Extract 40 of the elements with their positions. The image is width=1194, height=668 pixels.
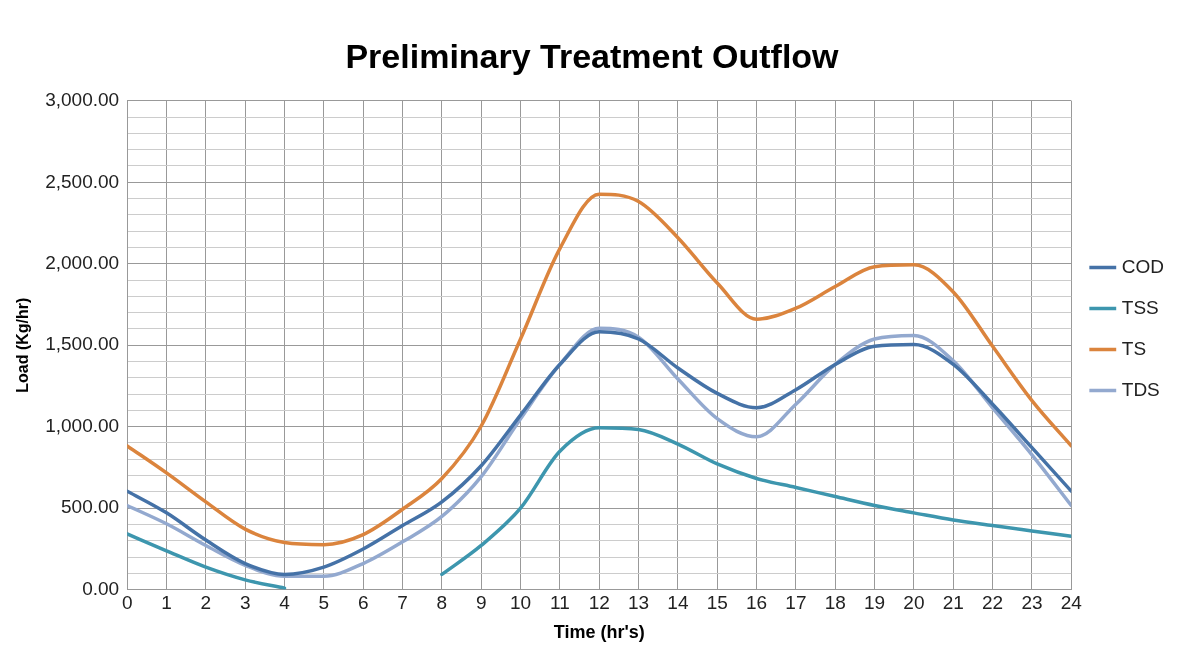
x-tick-label: 19 — [864, 592, 886, 614]
x-tick-label: 7 — [397, 592, 408, 614]
x-tick-label: 16 — [746, 592, 768, 614]
y-tick-label: 500.00 — [61, 496, 120, 518]
x-tick-label: 21 — [942, 592, 964, 614]
x-tick-label: 20 — [903, 592, 925, 614]
y-tick-label: 1,000.00 — [45, 414, 120, 436]
x-tick-label: 24 — [1060, 592, 1083, 614]
x-tick-label: 23 — [1021, 592, 1043, 614]
legend-label: COD — [1121, 255, 1165, 277]
x-tick-label: 13 — [627, 592, 650, 614]
x-tick-label: 5 — [318, 592, 330, 614]
x-tick-label: 11 — [550, 592, 570, 614]
legend-label: TSS — [1121, 296, 1159, 318]
x-tick-label: 14 — [667, 592, 689, 614]
y-tick-label: 0.00 — [82, 577, 120, 599]
y-axis-title: Load (Kg/hr) — [14, 297, 32, 393]
y-tick-label: 2,500.00 — [45, 170, 120, 192]
chart-title: Preliminary Treatment Outflow — [345, 36, 840, 75]
x-tick-label: 18 — [824, 592, 846, 614]
y-tick-label: 1,500.00 — [45, 333, 120, 355]
line-series — [127, 192, 1072, 547]
x-tick-label: 22 — [982, 592, 1004, 614]
x-tick-label: 15 — [706, 592, 728, 614]
x-tick-label: 17 — [785, 592, 807, 614]
x-tick-label: 0 — [121, 592, 133, 614]
legend-label: TDS — [1121, 378, 1160, 400]
x-tick-label: 8 — [436, 592, 448, 614]
y-tick-label: 3,000.00 — [45, 89, 120, 111]
x-tick-label: 10 — [509, 592, 532, 614]
legend-label: TS — [1121, 337, 1147, 359]
y-tick-label: 2,000.00 — [45, 251, 120, 273]
x-tick-label: 9 — [475, 592, 487, 614]
x-tick-label: 6 — [357, 592, 369, 614]
x-tick-label: 12 — [588, 592, 610, 614]
x-tick-label: 4 — [279, 592, 291, 614]
x-tick-label: 2 — [200, 592, 212, 614]
x-tick-label: 3 — [239, 592, 251, 614]
x-axis-title: Time (hr's) — [553, 622, 645, 643]
x-tick-label: 1 — [161, 592, 172, 614]
